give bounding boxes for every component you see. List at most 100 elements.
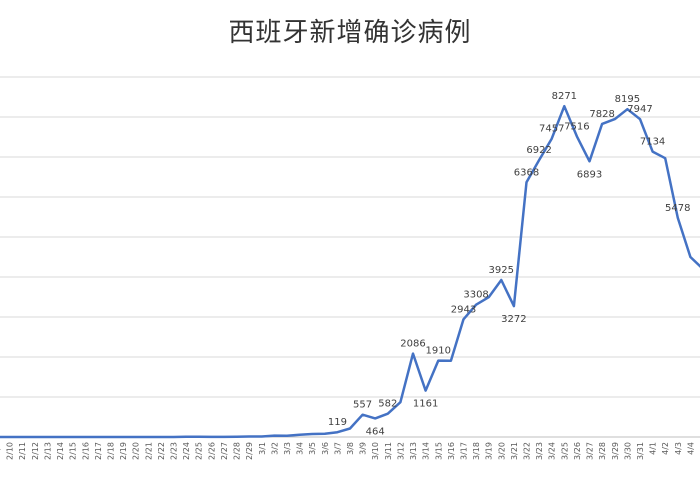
data-point xyxy=(298,433,301,436)
data-point xyxy=(46,436,49,438)
x-tick-label: 3/10 xyxy=(371,442,380,460)
x-tick-label: 3/27 xyxy=(586,442,595,460)
data-point xyxy=(109,436,112,438)
x-tick-label: 3/20 xyxy=(497,442,506,460)
x-tick-label: 2/14 xyxy=(56,442,65,460)
x-tick-label: 3/1 xyxy=(258,442,267,455)
x-tick-label: 2/12 xyxy=(31,442,40,460)
x-tick-label: 3/4 xyxy=(296,442,305,455)
data-label: 119 xyxy=(328,417,347,428)
x-tick-label: 3/5 xyxy=(308,442,317,455)
data-point xyxy=(185,435,187,438)
x-tick-label: 2/24 xyxy=(182,442,191,460)
data-point xyxy=(538,159,540,161)
data-point xyxy=(122,436,124,438)
data-point xyxy=(387,412,389,415)
data-point xyxy=(487,296,490,299)
data-label: 557 xyxy=(353,400,372,411)
data-point xyxy=(134,436,137,438)
x-tick-label: 4/1 xyxy=(649,442,658,455)
data-point xyxy=(576,135,578,138)
data-point xyxy=(601,123,603,125)
x-tick-label: 2/9 xyxy=(0,442,2,455)
x-tick-label: 2/11 xyxy=(18,442,27,460)
x-tick-label: 2/25 xyxy=(195,442,204,460)
x-tick-label: 2/20 xyxy=(132,442,141,460)
data-label: 5478 xyxy=(665,203,690,214)
data-point xyxy=(223,436,225,438)
data-point xyxy=(97,436,99,438)
data-point xyxy=(399,401,402,404)
series-line xyxy=(0,104,700,439)
data-label: 7828 xyxy=(589,109,614,120)
data-point xyxy=(71,436,74,438)
data-label: 464 xyxy=(366,426,385,437)
x-axis: 2/9 2/10 2/11 2/12 2/13 2/14 2/15 2/16 2/17 2/18 2… xyxy=(0,442,700,460)
x-tick-label: 3/2 xyxy=(270,442,279,455)
x-tick-label: 2/29 xyxy=(245,442,254,460)
data-label: 3308 xyxy=(463,290,488,301)
x-tick-label: 3/31 xyxy=(636,442,645,460)
data-point xyxy=(210,436,213,438)
x-tick-label: 3/25 xyxy=(560,442,569,460)
x-tick-label: 3/16 xyxy=(447,442,456,460)
x-tick-label: 3/22 xyxy=(523,442,532,460)
data-label: 6368 xyxy=(514,167,539,178)
x-tick-label: 3/9 xyxy=(359,442,368,455)
data-point xyxy=(21,436,24,438)
data-point xyxy=(450,359,452,362)
data-point xyxy=(197,436,200,438)
x-tick-label: 2/16 xyxy=(81,442,90,460)
data-label: 3272 xyxy=(501,314,526,325)
data-point xyxy=(437,359,440,362)
x-tick-label: 3/15 xyxy=(434,442,443,460)
x-tick-label: 3/21 xyxy=(510,442,519,460)
x-tick-label: 3/6 xyxy=(321,442,330,455)
x-tick-label: 3/24 xyxy=(548,442,557,460)
x-tick-label: 2/26 xyxy=(207,442,216,460)
data-point xyxy=(639,118,641,120)
data-point xyxy=(626,108,629,110)
data-point xyxy=(34,436,36,438)
x-tick-label: 2/18 xyxy=(106,442,115,460)
data-label: 8195 xyxy=(615,94,640,105)
data-point xyxy=(513,305,515,307)
data-point xyxy=(84,436,87,438)
chart-title: 西班牙新增确诊病例 xyxy=(228,18,472,48)
data-point xyxy=(550,137,553,140)
data-point xyxy=(349,427,351,430)
data-label: 582 xyxy=(378,399,397,410)
data-point xyxy=(59,436,61,438)
x-tick-label: 3/18 xyxy=(472,442,481,460)
data-label: 3925 xyxy=(489,265,514,276)
x-tick-label: 3/19 xyxy=(485,442,494,460)
x-tick-label: 2/19 xyxy=(119,442,128,460)
data-label: 1910 xyxy=(426,346,451,357)
data-point xyxy=(286,434,288,437)
data-point xyxy=(500,279,503,281)
data-point xyxy=(336,431,339,434)
x-tick-label: 2/15 xyxy=(69,442,78,460)
x-tick-label: 3/28 xyxy=(598,442,607,460)
data-point xyxy=(525,181,528,184)
x-tick-label: 2/23 xyxy=(170,442,179,460)
data-label: 6893 xyxy=(577,169,602,180)
data-point xyxy=(563,105,566,107)
data-point xyxy=(273,434,276,437)
data-point xyxy=(8,436,11,438)
data-point xyxy=(260,435,263,438)
data-point xyxy=(588,160,591,163)
data-label: 2086 xyxy=(400,339,425,350)
x-tick-label: 3/7 xyxy=(333,442,342,455)
data-point xyxy=(235,435,238,438)
x-tick-label: 3/26 xyxy=(573,442,582,460)
x-tick-label: 3/29 xyxy=(611,442,620,460)
data-point xyxy=(311,433,313,435)
x-tick-label: 2/17 xyxy=(94,442,103,460)
data-label: 7457 xyxy=(539,124,564,135)
data-point xyxy=(613,118,616,120)
data-label: 6922 xyxy=(526,145,551,156)
data-point xyxy=(651,150,654,153)
